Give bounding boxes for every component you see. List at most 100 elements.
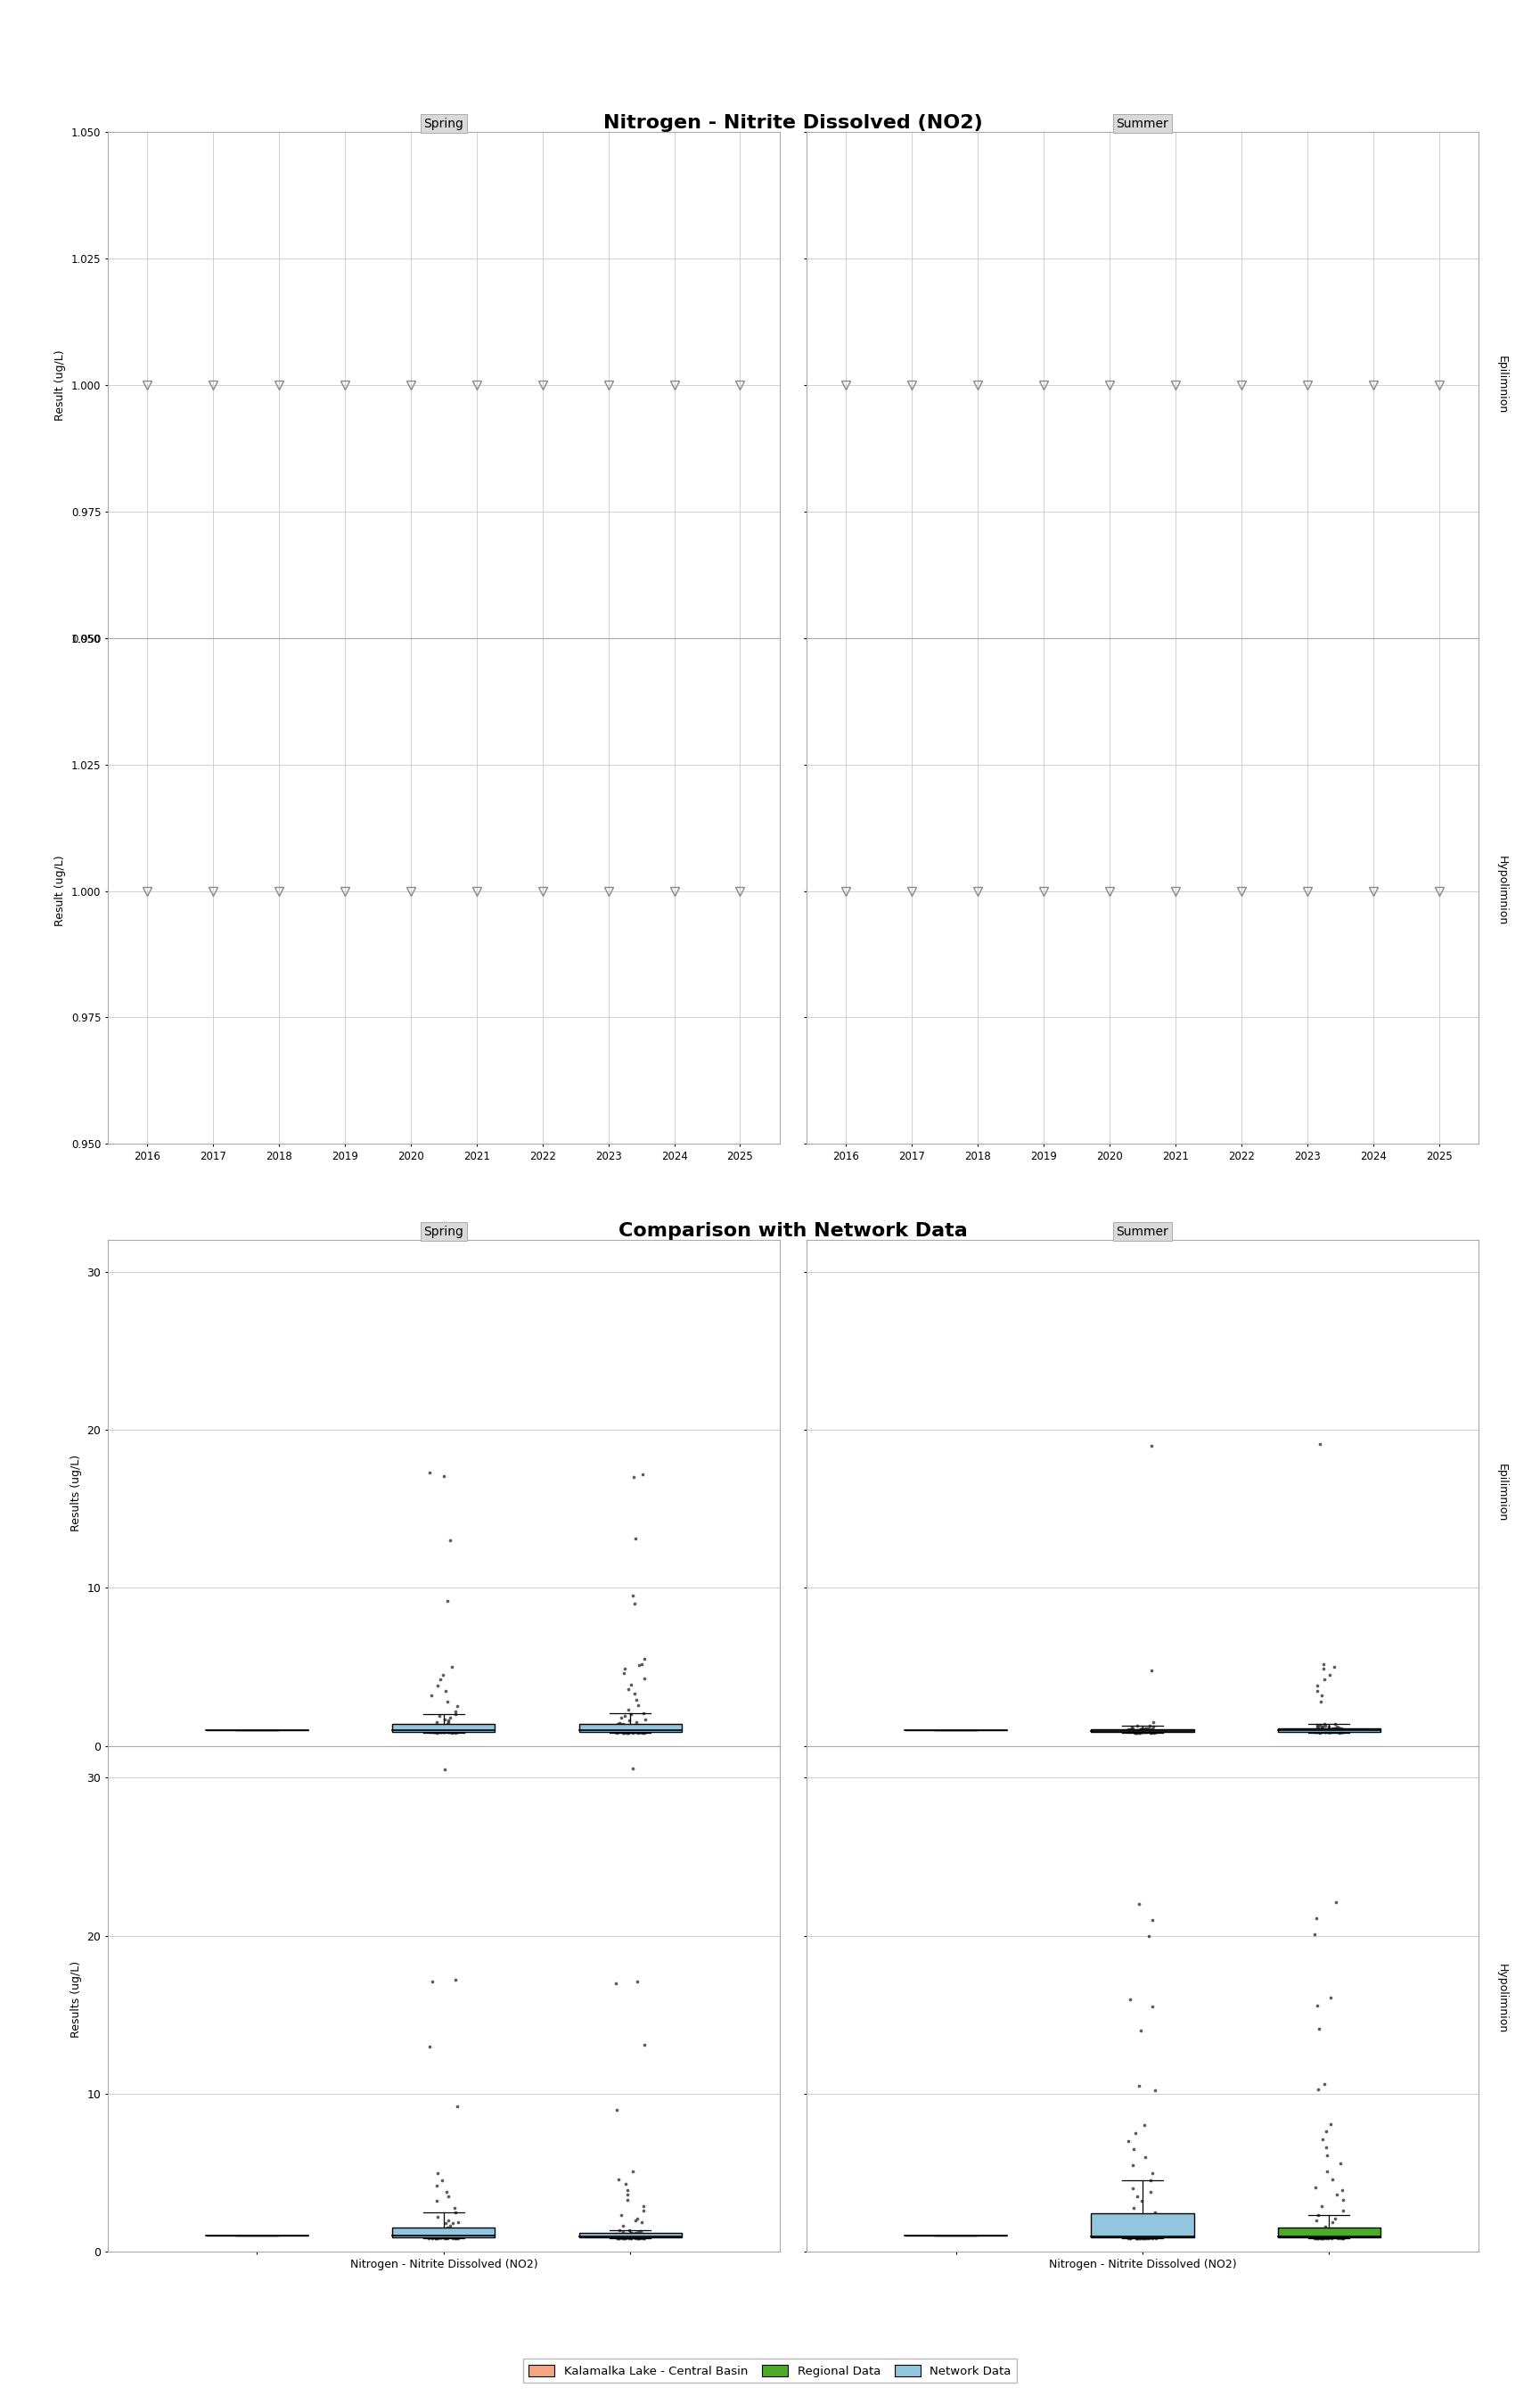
Point bbox=[1124, 2219, 1149, 2257]
Point bbox=[625, 1711, 650, 1749]
Point bbox=[436, 2178, 460, 2216]
Point bbox=[1306, 2219, 1331, 2257]
Point bbox=[431, 2216, 456, 2255]
Point bbox=[604, 2216, 628, 2255]
Point bbox=[1127, 2219, 1152, 2257]
Point bbox=[437, 2219, 462, 2257]
Point bbox=[630, 1713, 654, 1751]
Point bbox=[631, 1713, 656, 1751]
Point bbox=[605, 2216, 630, 2255]
Point bbox=[440, 1713, 465, 1751]
Point bbox=[419, 2219, 444, 2257]
Point bbox=[1130, 2219, 1155, 2257]
Point bbox=[616, 1711, 641, 1749]
Point bbox=[1129, 2216, 1153, 2255]
Point bbox=[1320, 2214, 1344, 2252]
Point bbox=[618, 1708, 642, 1747]
Point bbox=[1309, 1708, 1334, 1747]
Point bbox=[430, 1708, 454, 1747]
Point bbox=[1326, 2216, 1351, 2255]
Point bbox=[622, 1708, 647, 1747]
Point bbox=[1303, 2219, 1327, 2257]
Point bbox=[445, 2202, 470, 2240]
Point bbox=[627, 1713, 651, 1751]
Point bbox=[1124, 2216, 1149, 2255]
Point bbox=[1323, 1711, 1348, 1749]
Point bbox=[1320, 2159, 1344, 2197]
Point bbox=[625, 1713, 650, 1751]
Point bbox=[1314, 1711, 1338, 1749]
Point bbox=[1312, 2065, 1337, 2104]
Point bbox=[1307, 1711, 1332, 1749]
Point bbox=[1138, 2197, 1163, 2235]
Y-axis label: Result (ug/L): Result (ug/L) bbox=[54, 350, 66, 422]
Point bbox=[1116, 2123, 1141, 2161]
Point bbox=[616, 1713, 641, 1751]
Point bbox=[1329, 1713, 1354, 1751]
Point bbox=[619, 2214, 644, 2252]
Y-axis label: Results (ug/L): Results (ug/L) bbox=[71, 1454, 82, 1531]
Point bbox=[608, 2219, 633, 2257]
Point bbox=[1315, 1711, 1340, 1749]
Point bbox=[1304, 2214, 1329, 2252]
Point bbox=[1133, 1713, 1158, 1751]
Point bbox=[442, 2216, 467, 2255]
Point bbox=[610, 1711, 634, 1749]
Point bbox=[614, 1713, 639, 1751]
Point bbox=[434, 1704, 459, 1742]
Point bbox=[625, 1713, 650, 1751]
Point bbox=[1311, 2120, 1335, 2159]
Point bbox=[621, 1749, 645, 1787]
Point bbox=[1324, 1708, 1349, 1747]
Point bbox=[433, 2204, 457, 2243]
Point bbox=[422, 1713, 447, 1751]
Point bbox=[431, 1713, 456, 1751]
Point bbox=[1307, 2219, 1332, 2257]
Bar bbox=[1092, 2214, 1194, 2238]
Point bbox=[630, 2219, 654, 2257]
Point bbox=[1315, 1713, 1340, 1751]
Point bbox=[425, 1704, 450, 1742]
Point bbox=[1130, 2216, 1155, 2255]
Point bbox=[1317, 2216, 1341, 2255]
Point bbox=[1329, 2214, 1354, 2252]
Point bbox=[1143, 2073, 1167, 2111]
Point bbox=[621, 2216, 645, 2255]
Point bbox=[1329, 2216, 1354, 2255]
Point bbox=[1307, 1711, 1332, 1749]
Point bbox=[427, 1696, 451, 1735]
Point bbox=[1324, 1711, 1349, 1749]
Point bbox=[1120, 1711, 1144, 1749]
Point bbox=[1140, 2219, 1164, 2257]
Point bbox=[431, 1457, 456, 1495]
Point bbox=[440, 2219, 465, 2257]
Point bbox=[1127, 1713, 1152, 1751]
Point bbox=[619, 1696, 644, 1735]
Point bbox=[433, 2216, 457, 2255]
Point bbox=[1138, 1711, 1163, 1749]
Point bbox=[445, 2216, 470, 2255]
Point bbox=[605, 2089, 630, 2128]
Point bbox=[1303, 2168, 1327, 2207]
Bar bbox=[393, 2228, 494, 2238]
Point bbox=[1314, 2207, 1338, 2245]
Point bbox=[1307, 1706, 1332, 1744]
Point bbox=[624, 2219, 648, 2257]
Point bbox=[425, 1711, 450, 1749]
Point bbox=[430, 1711, 454, 1749]
Point bbox=[1137, 2219, 1161, 2257]
Point bbox=[622, 1711, 647, 1749]
Point bbox=[1138, 2219, 1163, 2257]
Point bbox=[1141, 2214, 1166, 2252]
Point bbox=[444, 1711, 468, 1749]
Point bbox=[1127, 1886, 1152, 1924]
Point bbox=[1306, 2216, 1331, 2255]
Point bbox=[440, 2204, 465, 2243]
Point bbox=[444, 1692, 468, 1730]
Point bbox=[619, 2219, 644, 2257]
Point bbox=[630, 1711, 654, 1749]
Point bbox=[1312, 1713, 1337, 1751]
Point bbox=[611, 2219, 636, 2257]
Point bbox=[1318, 2104, 1343, 2142]
Point bbox=[1141, 1711, 1166, 1749]
